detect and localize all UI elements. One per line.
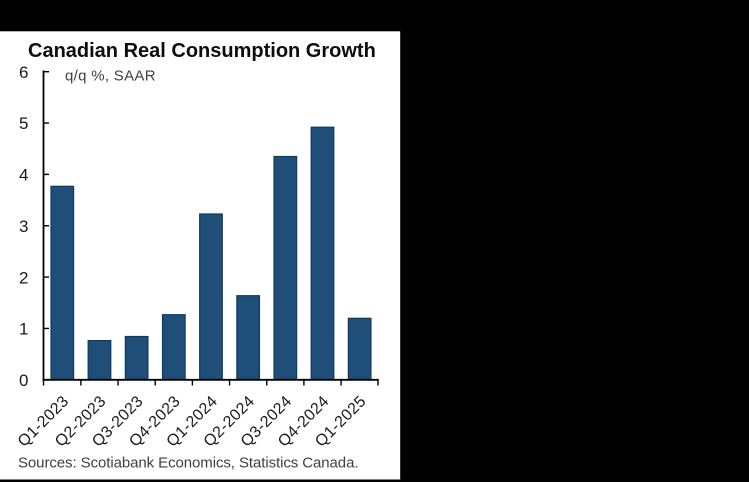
svg-text:3: 3 — [19, 217, 28, 236]
svg-text:1: 1 — [19, 320, 28, 339]
svg-text:2: 2 — [19, 268, 28, 287]
svg-text:0: 0 — [19, 371, 28, 390]
svg-text:Sources: Scotiabank Economics,: Sources: Scotiabank Economics, Statistic… — [18, 455, 358, 472]
svg-text:5: 5 — [19, 114, 28, 133]
svg-text:4: 4 — [19, 166, 28, 185]
svg-text:Canadian Real Consumption Grow: Canadian Real Consumption Growth — [28, 40, 376, 62]
svg-text:q/q %, SAAR: q/q %, SAAR — [65, 67, 156, 84]
svg-text:6: 6 — [19, 63, 28, 82]
